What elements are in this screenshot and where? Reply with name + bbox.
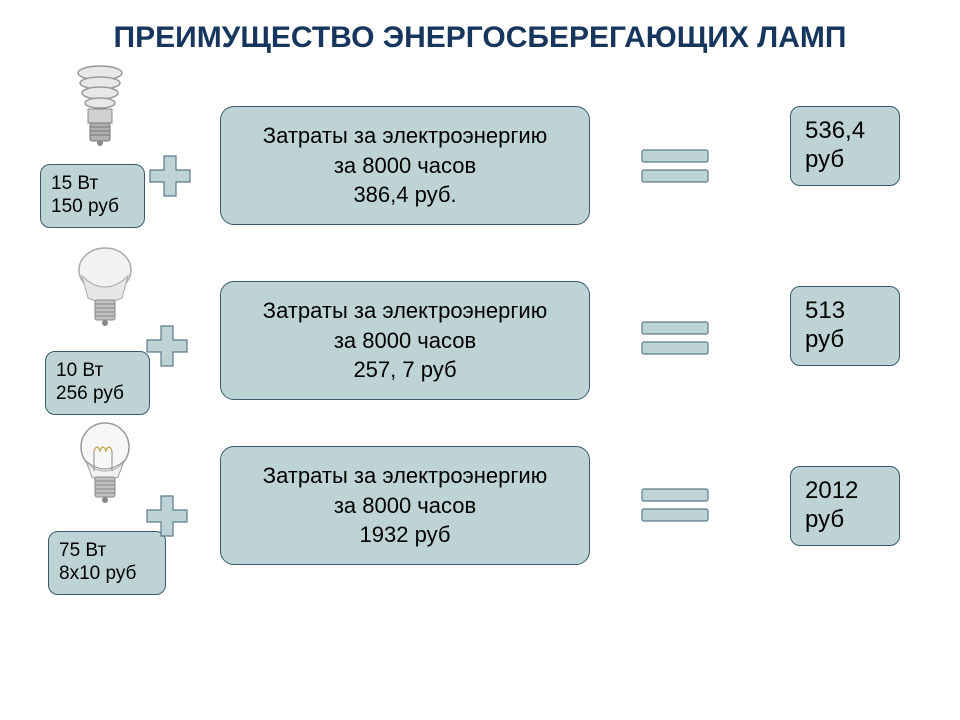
total-unit: руб [805,146,844,173]
info-price: 256 руб [56,383,124,404]
info-price: 8х10 руб [59,563,136,584]
info-box-led: 10 Вт 256 руб [45,351,150,415]
cost-line2: за 8000 часов [334,328,476,353]
cost-line2: за 8000 часов [334,153,476,178]
cost-box: Затраты за электроэнергию за 8000 часов … [220,281,590,400]
total-value: 536,4 [805,117,865,144]
cost-line1: Затраты за электроэнергию [263,123,547,148]
bulb-led [70,246,140,341]
total-box: 513 руб [790,286,900,366]
equals-icon [640,144,710,188]
total-value: 513 [805,297,845,324]
total-box: 2012 руб [790,466,900,546]
plus-icon [148,154,192,198]
total-value: 2012 [805,477,858,504]
equals-icon [640,483,710,527]
diagram-container: 15 Вт 150 руб Затраты за электроэнергию … [30,76,930,676]
equals-icon [640,316,710,360]
cost-line3: 1932 руб [360,522,451,547]
total-box: 536,4 руб [790,106,900,186]
cost-line3: 257, 7 руб [353,357,456,382]
info-price: 150 руб [51,196,119,217]
cost-line1: Затраты за электроэнергию [263,298,547,323]
cost-line3: 386,4 руб. [353,182,456,207]
bulb-incandescent [72,421,138,513]
plus-icon [145,494,189,538]
total-unit: руб [805,506,844,533]
cost-box: Затраты за электроэнергию за 8000 часов … [220,446,590,565]
info-box-incandescent: 75 Вт 8х10 руб [48,531,166,595]
info-watt: 15 Вт [51,173,98,194]
info-box-cfl: 15 Вт 150 руб [40,164,145,228]
cost-box: Затраты за электроэнергию за 8000 часов … [220,106,590,225]
cost-line2: за 8000 часов [334,493,476,518]
info-watt: 75 Вт [59,540,106,561]
total-unit: руб [805,326,844,353]
plus-icon [145,324,189,368]
info-watt: 10 Вт [56,360,103,381]
page-title: ПРЕИМУЩЕСТВО ЭНЕРГОСБЕРЕГАЮЩИХ ЛАМП [30,20,930,56]
bulb-cfl [60,61,140,161]
cost-line1: Затраты за электроэнергию [263,463,547,488]
